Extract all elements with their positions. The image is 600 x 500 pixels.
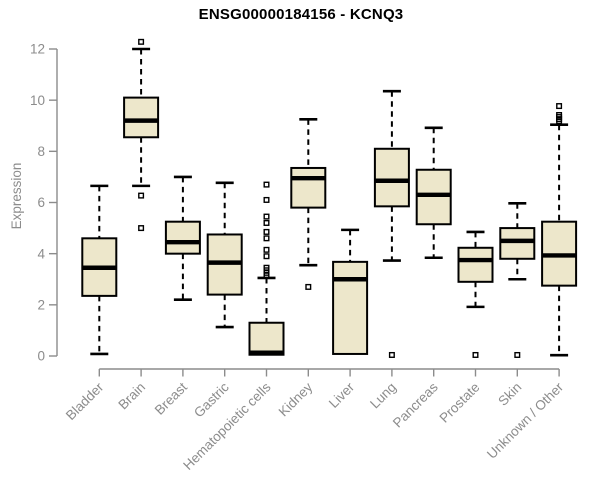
y-axis-title: Expression: [9, 163, 24, 230]
x-tick-label-prostate: Prostate: [436, 380, 482, 426]
outlier-point: [138, 38, 145, 45]
outlier-point: [263, 181, 270, 188]
y-tick-label: 6: [37, 195, 45, 210]
iqr-box: [290, 166, 327, 209]
iqr-box: [457, 246, 494, 283]
outlier-point: [556, 103, 563, 110]
iqr-box: [332, 260, 369, 355]
iqr-box: [499, 227, 536, 260]
outlier-point: [263, 253, 270, 260]
outlier-point: [305, 283, 312, 290]
iqr-box: [123, 96, 160, 139]
y-tick-label: 8: [37, 144, 45, 159]
y-tick-label: 2: [37, 298, 45, 313]
outlier-point: [514, 351, 521, 358]
boxplot-bladder: [81, 184, 118, 356]
outlier-point: [138, 225, 145, 232]
boxplot-series: [81, 38, 578, 358]
boxplot-kidney: [290, 118, 327, 290]
y-tick-label: 0: [37, 349, 45, 364]
outlier-point: [263, 196, 270, 203]
x-tick-label-skin: Skin: [495, 380, 524, 409]
y-tick-label: 4: [37, 246, 45, 261]
boxplot-brain: [123, 38, 160, 232]
x-tick-label-pancreas: Pancreas: [390, 379, 441, 430]
outlier-point: [263, 272, 270, 279]
boxplot-lung: [373, 89, 410, 358]
boxplot-liver: [332, 228, 369, 355]
x-tick-label-brain: Brain: [115, 380, 148, 413]
x-tick-label-liver: Liver: [326, 379, 358, 411]
outlier-point: [138, 192, 145, 199]
outlier-point: [263, 235, 270, 242]
boxplot-skin: [499, 201, 536, 358]
outlier-point: [263, 246, 270, 253]
iqr-box: [164, 220, 201, 255]
boxplot-breast: [164, 175, 201, 302]
boxplot-unknown-other: [541, 103, 578, 357]
chart-title: ENSG00000184156 - KCNQ3: [199, 6, 404, 23]
x-tick-label-breast: Breast: [152, 379, 190, 417]
outlier-point: [472, 351, 479, 358]
y-axis: 0 2 4 6 8 10 12: [30, 42, 58, 364]
x-tick-label-bladder: Bladder: [63, 379, 107, 423]
outlier-point: [263, 219, 270, 226]
outlier-point: [263, 228, 270, 235]
boxplot-pancreas: [415, 126, 452, 260]
outlier-point: [263, 213, 270, 220]
boxplot-prostate: [457, 230, 494, 358]
boxplot-hematopoietic-cells: [248, 181, 285, 356]
y-tick-label: 10: [30, 93, 45, 108]
outlier-point: [556, 118, 563, 125]
iqr-box: [373, 147, 410, 208]
x-tick-label-lung: Lung: [367, 380, 399, 412]
x-tick-label-gastric: Gastric: [191, 379, 232, 420]
x-tick-label-unknown-other: Unknown / Other: [484, 379, 567, 462]
x-tick-label-kidney: Kidney: [276, 379, 316, 419]
outlier-point: [388, 351, 395, 358]
iqr-box: [248, 321, 285, 356]
boxplot-gastric: [206, 181, 243, 329]
y-tick-label: 12: [30, 42, 45, 57]
